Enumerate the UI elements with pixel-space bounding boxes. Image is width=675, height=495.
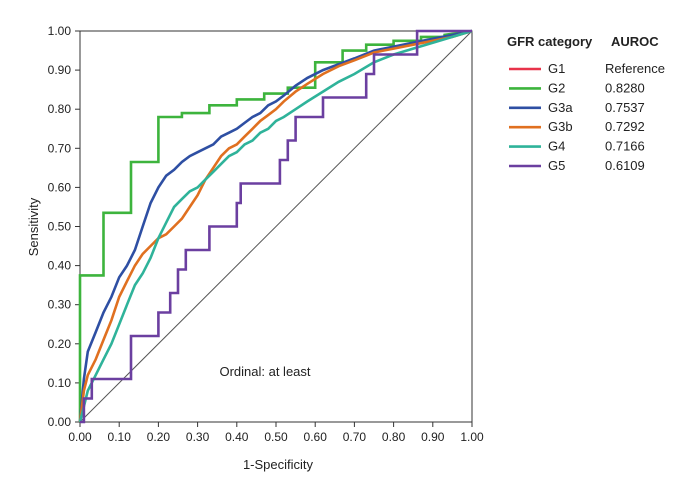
legend-auroc-g4: 0.7166 bbox=[605, 139, 645, 154]
legend-label-g3a: G3a bbox=[548, 100, 573, 115]
legend-label-g3b: G3b bbox=[548, 119, 573, 134]
y-axis-label: Sensitivity bbox=[26, 197, 41, 256]
series-line-g5 bbox=[80, 29, 472, 424]
legend-auroc-g3b: 0.7292 bbox=[605, 119, 645, 134]
x-tick-label: 0.50 bbox=[264, 430, 288, 444]
y-tick-label: 0.30 bbox=[48, 298, 72, 312]
x-tick-label: 0.40 bbox=[225, 430, 249, 444]
legend-auroc-g3a: 0.7537 bbox=[605, 100, 645, 115]
x-tick-label: 0.70 bbox=[343, 430, 367, 444]
series-line-g4 bbox=[78, 29, 473, 423]
series-line-g3b bbox=[78, 29, 473, 423]
y-tick-label: 0.50 bbox=[48, 220, 72, 234]
legend-label-g2: G2 bbox=[548, 80, 565, 95]
axes: 0.00 0.10 0.20 0.30 0.40 0.50 0.60 0.70 0.80 0.90… bbox=[48, 24, 484, 444]
legend-header-category: GFR category bbox=[507, 34, 593, 49]
y-tick-label: 0.00 bbox=[48, 415, 72, 429]
legend-auroc-g2: 0.8280 bbox=[605, 80, 645, 95]
legend-label-g1: G1 bbox=[548, 61, 565, 76]
y-tick-label: 0.80 bbox=[48, 102, 72, 116]
y-tick-label: 0.40 bbox=[48, 259, 72, 273]
y-tick-label: 0.20 bbox=[48, 337, 72, 351]
x-tick-label: 0.60 bbox=[304, 430, 328, 444]
legend-label-g4: G4 bbox=[548, 139, 565, 154]
legend: GFR category AUROC G1 Reference G2 0.8280 G3… bbox=[507, 34, 665, 173]
plot-area bbox=[78, 29, 473, 424]
y-tick-label: 0.90 bbox=[48, 63, 72, 77]
y-tick-label: 0.70 bbox=[48, 141, 72, 155]
x-tick-label: 0.80 bbox=[382, 430, 406, 444]
x-tick-label: 0.20 bbox=[147, 430, 171, 444]
chart-annotation: Ordinal: at least bbox=[219, 364, 310, 379]
legend-header-auroc: AUROC bbox=[611, 34, 659, 49]
x-tick-label: 1.00 bbox=[460, 430, 484, 444]
series-line-g3a bbox=[78, 29, 473, 423]
x-tick-label: 0.30 bbox=[186, 430, 210, 444]
legend-auroc-g1: Reference bbox=[605, 61, 665, 76]
y-tick-label: 0.10 bbox=[48, 376, 72, 390]
y-tick-label: 1.00 bbox=[48, 24, 72, 38]
series-line-g2 bbox=[78, 29, 473, 422]
x-tick-label: 0.00 bbox=[68, 430, 92, 444]
x-tick-label: 0.10 bbox=[108, 430, 132, 444]
legend-rows: G1 Reference G2 0.8280 G3a 0.7537 G3b 0.7292 G4 0… bbox=[509, 61, 665, 173]
reference-diagonal-line bbox=[79, 30, 473, 423]
x-axis-label: 1-Specificity bbox=[243, 457, 314, 472]
legend-label-g5: G5 bbox=[548, 158, 565, 173]
legend-auroc-g5: 0.6109 bbox=[605, 158, 645, 173]
y-tick-label: 0.60 bbox=[48, 180, 72, 194]
x-tick-label: 0.90 bbox=[421, 430, 445, 444]
